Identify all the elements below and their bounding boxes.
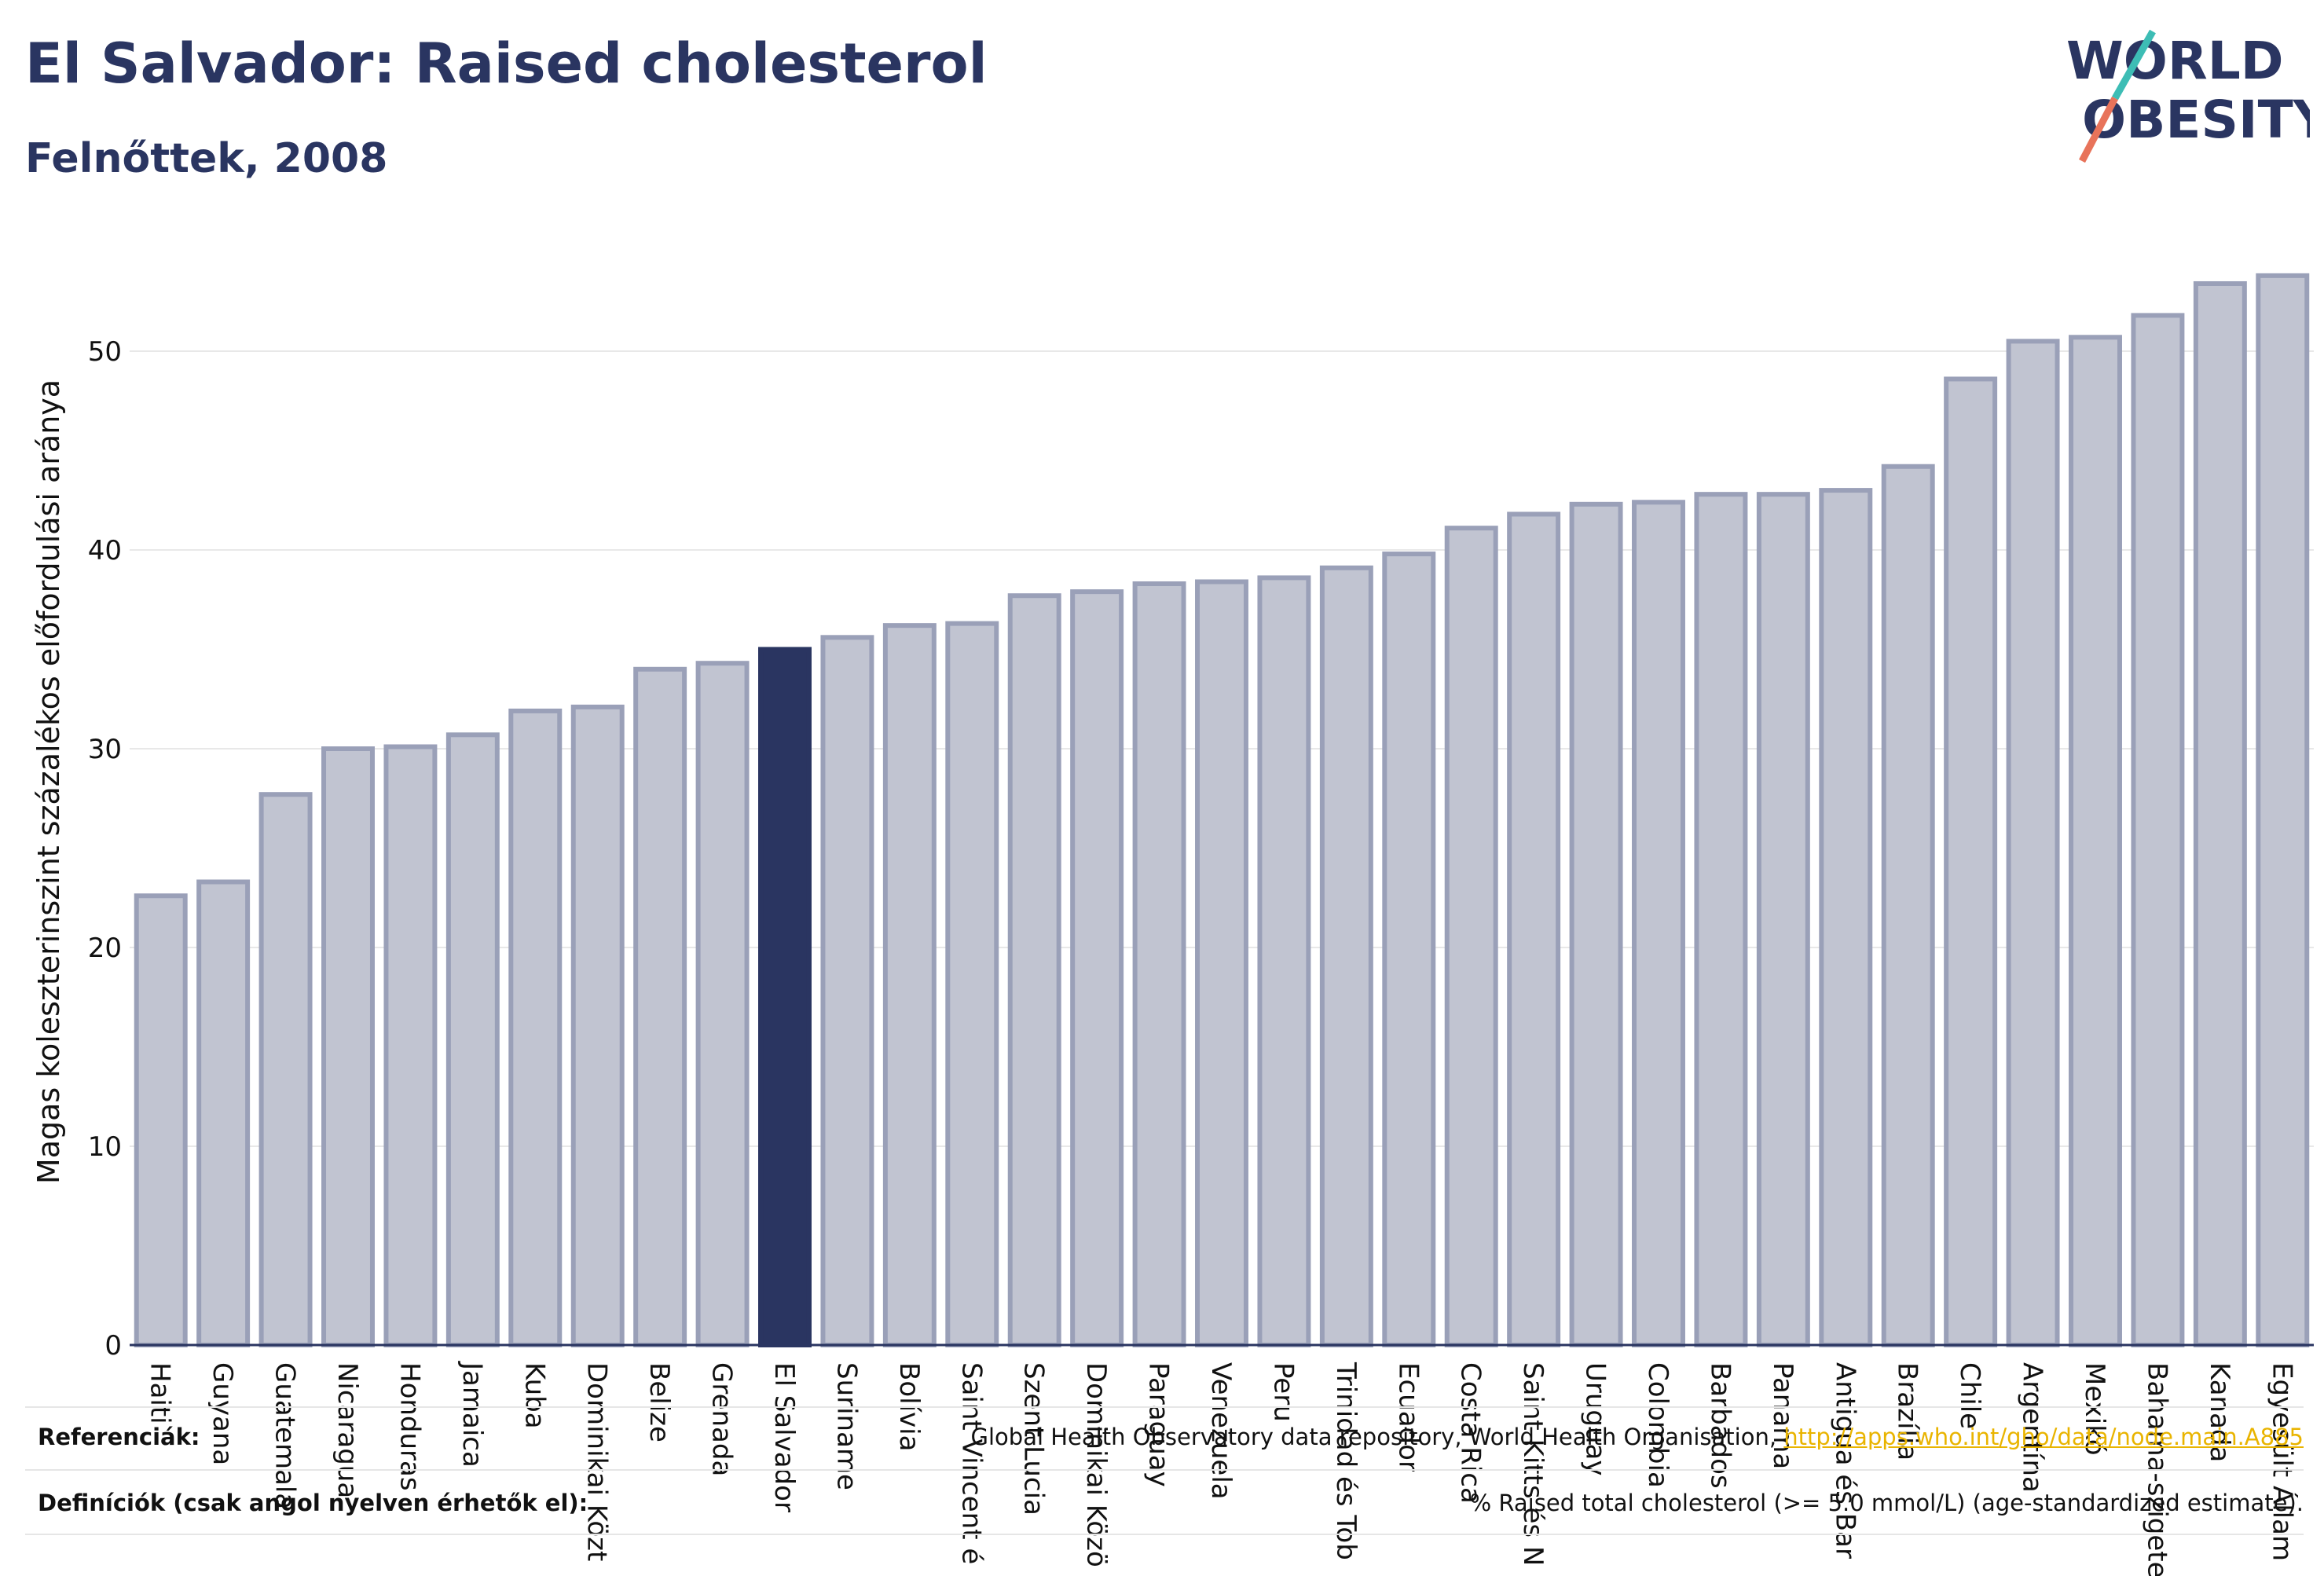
- bar: [134, 893, 188, 1347]
- x-tick-label: Guyana: [207, 1362, 238, 1465]
- x-tick-label: Brazília: [1892, 1362, 1923, 1461]
- bar: [1319, 565, 1373, 1347]
- references-text: Global Health Observatory data repositor…: [970, 1424, 1784, 1450]
- bar: [882, 623, 937, 1347]
- bar: [196, 879, 251, 1347]
- x-tick-label: El Salvador: [768, 1362, 800, 1512]
- bar: [1881, 464, 1935, 1347]
- x-tick-label: Nicaragua: [332, 1362, 363, 1498]
- references-label: Referenciák:: [38, 1424, 200, 1450]
- bar: [1756, 492, 1810, 1347]
- bar: [2069, 335, 2122, 1347]
- logo-coral-stroke: [2079, 96, 2118, 163]
- bar: [2193, 280, 2247, 1348]
- bar: [1070, 589, 1124, 1347]
- page-title: El Salvador: Raised cholesterol: [25, 31, 988, 96]
- x-tick-labels: Haiti Guyana Guatemala Nicaragua Honduras Jam…: [145, 1361, 2299, 1576]
- y-tick-label: 20: [88, 933, 122, 964]
- bar: [1694, 492, 1748, 1347]
- footer-separator-3: [25, 1534, 2304, 1535]
- footer-separator-2: [25, 1469, 2304, 1471]
- logo-teal-stroke: [2112, 29, 2156, 101]
- bar: [820, 635, 874, 1347]
- bar: [445, 732, 500, 1347]
- x-tick-label: Guatemala: [269, 1362, 301, 1509]
- x-tick-label: Haiti: [145, 1362, 176, 1424]
- bar-highlighted: [758, 647, 812, 1347]
- logo-line2: OBESITY: [2082, 90, 2310, 150]
- x-tick-label: Dominikai Közö: [1080, 1362, 1112, 1567]
- y-tick-label: 10: [88, 1131, 122, 1163]
- y-tick-labels: 0 10 20 30 40 50: [88, 336, 122, 1362]
- bar: [1569, 501, 1623, 1347]
- x-tick-label: Kuba: [519, 1362, 550, 1429]
- x-tick-label: Uruguay: [1580, 1362, 1611, 1476]
- bar: [1132, 581, 1186, 1347]
- bar: [1444, 526, 1498, 1347]
- y-tick-label: 30: [88, 734, 122, 765]
- bar: [258, 792, 313, 1347]
- x-tick-label: Barbados: [1704, 1362, 1736, 1489]
- logo-line1: WORLD: [2066, 31, 2284, 91]
- bar: [2256, 273, 2310, 1347]
- bar: [1819, 488, 1873, 1347]
- x-tick-label: Szent Lucia: [1018, 1362, 1050, 1516]
- world-obesity-logo: WORLD OBESITY: [2066, 29, 2310, 163]
- x-tick-label: Peru: [1267, 1362, 1299, 1422]
- definitions-value: % Raised total cholesterol (>= 5.0 mmol/…: [1469, 1490, 2304, 1516]
- x-tick-label: Trinidad és Tob: [1330, 1362, 1362, 1560]
- x-tick-label: Dominikai Közt: [581, 1362, 613, 1561]
- y-axis-label: Magas koleszterinszint százalékos előfor…: [31, 379, 66, 1184]
- bar: [321, 746, 375, 1347]
- bar: [570, 704, 625, 1347]
- x-tick-label: Belize: [643, 1362, 675, 1442]
- bar: [1632, 500, 1685, 1347]
- y-tick-label: 40: [88, 535, 122, 566]
- x-tick-label: Argentína: [2017, 1362, 2048, 1493]
- x-tick-label: Antigua és Bar: [1829, 1362, 1860, 1559]
- bar: [633, 666, 687, 1347]
- bar: [1944, 376, 1998, 1347]
- x-tick-label: Saint Kitts és N: [1517, 1362, 1549, 1566]
- x-tick-label: Jamaica: [456, 1361, 488, 1468]
- y-tick-label: 0: [104, 1330, 122, 1362]
- x-tick-label: Paraguay: [1143, 1362, 1175, 1487]
- x-tick-label: Panama: [1767, 1362, 1798, 1469]
- x-tick-label: Costa Rica: [1455, 1362, 1486, 1504]
- x-tick-label: Mexikó: [2079, 1362, 2110, 1456]
- bar: [508, 708, 563, 1347]
- x-tick-label: Egyesült Állam: [2266, 1362, 2298, 1561]
- x-tick-label: Saint Vincent é: [955, 1362, 987, 1564]
- x-tick-label: Venezuela: [1205, 1362, 1237, 1500]
- bar: [1382, 552, 1436, 1347]
- references-link[interactable]: http://apps.who.int/gho/data/node.main.A…: [1783, 1424, 2304, 1450]
- bar: [695, 661, 750, 1347]
- bar: [1195, 579, 1248, 1347]
- x-tick-label: Kanada: [2204, 1362, 2235, 1462]
- definitions-label: Definíciók (csak angol nyelven érhetők e…: [38, 1490, 588, 1516]
- bars: [134, 273, 2310, 1348]
- bar: [2006, 339, 2060, 1348]
- references-value: Global Health Observatory data repositor…: [971, 1424, 2304, 1450]
- bar: [383, 744, 438, 1347]
- y-tick-label: 50: [88, 336, 122, 368]
- x-tick-label: Ecuador: [1392, 1362, 1424, 1472]
- bar: [945, 621, 999, 1347]
- x-tick-label: Grenada: [706, 1362, 738, 1476]
- bar: [2131, 313, 2185, 1348]
- footer-separator-1: [25, 1406, 2304, 1408]
- x-tick-label: Colombia: [1642, 1362, 1673, 1488]
- bar: [1257, 575, 1311, 1347]
- page-subtitle: Felnőttek, 2008: [25, 135, 388, 182]
- bar: [1007, 593, 1061, 1347]
- bar: [1507, 511, 1561, 1348]
- x-tick-label: Chile: [1954, 1362, 1985, 1429]
- x-tick-label: Honduras: [394, 1362, 425, 1491]
- x-tick-label: Suriname: [830, 1362, 862, 1490]
